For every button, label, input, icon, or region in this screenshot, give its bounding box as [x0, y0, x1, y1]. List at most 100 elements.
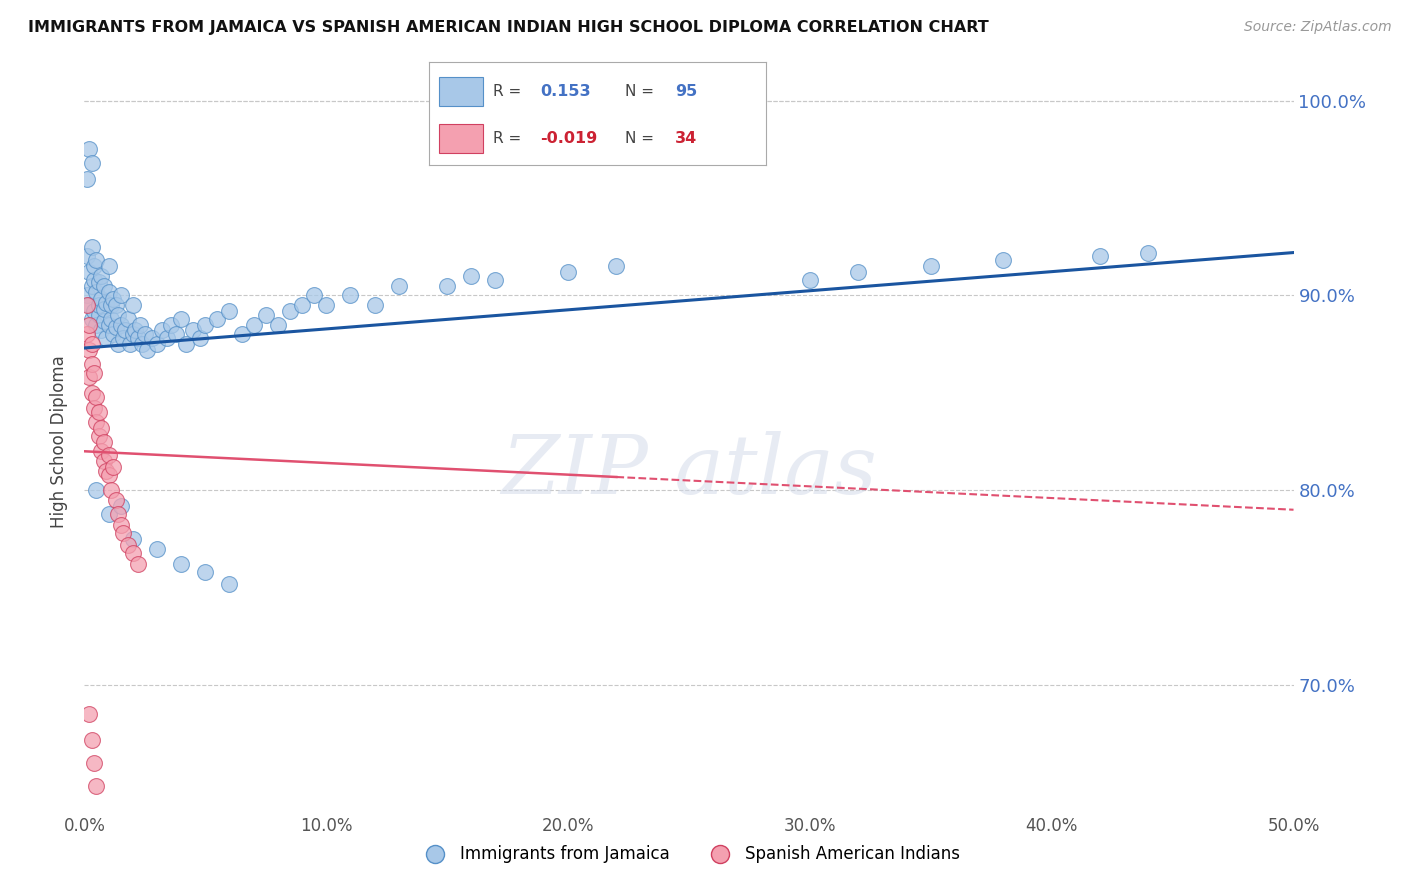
Point	[1137, 245, 1160, 260]
Text: 0.153: 0.153	[540, 84, 591, 99]
Point	[121, 327, 143, 342]
Point	[146, 337, 169, 351]
Point	[218, 304, 240, 318]
Point	[77, 707, 100, 722]
Point	[93, 434, 115, 449]
Point	[124, 324, 146, 338]
Point	[103, 327, 125, 342]
Point	[120, 337, 142, 351]
Point	[242, 318, 264, 332]
Point	[129, 318, 152, 332]
Point	[76, 250, 98, 264]
Point	[80, 240, 103, 254]
Point	[94, 464, 117, 478]
Point	[80, 357, 103, 371]
Point	[100, 483, 122, 498]
Point	[90, 444, 112, 458]
Point	[194, 318, 217, 332]
Legend: Immigrants from Jamaica, Spanish American Indians: Immigrants from Jamaica, Spanish America…	[412, 838, 966, 870]
Point	[484, 273, 506, 287]
Point	[83, 756, 105, 770]
Point	[104, 298, 127, 312]
Point	[339, 288, 361, 302]
Point	[103, 459, 125, 474]
Point	[100, 298, 122, 312]
FancyBboxPatch shape	[439, 77, 482, 105]
Point	[846, 265, 869, 279]
Point	[110, 318, 132, 332]
Point	[127, 331, 149, 345]
Point	[87, 405, 110, 419]
Point	[136, 343, 159, 357]
Text: Source: ZipAtlas.com: Source: ZipAtlas.com	[1244, 20, 1392, 34]
Point	[127, 558, 149, 572]
Point	[93, 314, 115, 328]
Point	[436, 278, 458, 293]
Point	[146, 541, 169, 556]
Point	[97, 448, 120, 462]
Point	[83, 273, 105, 287]
Text: 95: 95	[675, 84, 697, 99]
Point	[76, 288, 98, 302]
Point	[110, 518, 132, 533]
Point	[103, 293, 125, 307]
Text: ZIP atlas: ZIP atlas	[501, 431, 877, 511]
Point	[194, 565, 217, 579]
Point	[93, 454, 115, 468]
Text: N =: N =	[624, 131, 658, 146]
Point	[160, 318, 183, 332]
Point	[83, 259, 105, 273]
Point	[97, 467, 120, 482]
Point	[80, 311, 103, 326]
Point	[170, 311, 193, 326]
Point	[80, 732, 103, 747]
Point	[141, 331, 163, 345]
Point	[174, 337, 197, 351]
Point	[920, 259, 942, 273]
Point	[190, 331, 212, 345]
Point	[86, 390, 108, 404]
Text: IMMIGRANTS FROM JAMAICA VS SPANISH AMERICAN INDIAN HIGH SCHOOL DIPLOMA CORRELATI: IMMIGRANTS FROM JAMAICA VS SPANISH AMERI…	[28, 20, 988, 35]
Point	[86, 285, 108, 299]
Point	[110, 288, 132, 302]
Text: -0.019: -0.019	[540, 131, 598, 146]
Point	[80, 156, 103, 170]
Point	[315, 298, 337, 312]
Point	[87, 298, 110, 312]
Point	[86, 483, 108, 498]
Point	[181, 324, 204, 338]
Point	[76, 327, 98, 342]
Text: R =: R =	[494, 131, 526, 146]
Point	[80, 337, 103, 351]
Point	[87, 275, 110, 289]
Point	[86, 318, 108, 332]
Point	[799, 273, 821, 287]
Point	[90, 268, 112, 283]
Point	[460, 268, 482, 283]
Text: 34: 34	[675, 131, 697, 146]
Point	[83, 367, 105, 381]
Point	[77, 343, 100, 357]
Point	[150, 324, 173, 338]
Point	[993, 253, 1015, 268]
Point	[131, 337, 153, 351]
Point	[97, 507, 120, 521]
Point	[83, 401, 105, 416]
Point	[76, 298, 98, 312]
Point	[87, 428, 110, 442]
Point	[218, 576, 240, 591]
Point	[86, 780, 108, 794]
Point	[90, 421, 112, 435]
Point	[94, 331, 117, 345]
Point	[94, 296, 117, 310]
Point	[80, 278, 103, 293]
Point	[114, 324, 136, 338]
Point	[107, 308, 129, 322]
Point	[121, 546, 143, 560]
Point	[86, 415, 108, 429]
Point	[77, 265, 100, 279]
Point	[93, 278, 115, 293]
Point	[90, 293, 112, 307]
Point	[1088, 250, 1111, 264]
Point	[87, 308, 110, 322]
